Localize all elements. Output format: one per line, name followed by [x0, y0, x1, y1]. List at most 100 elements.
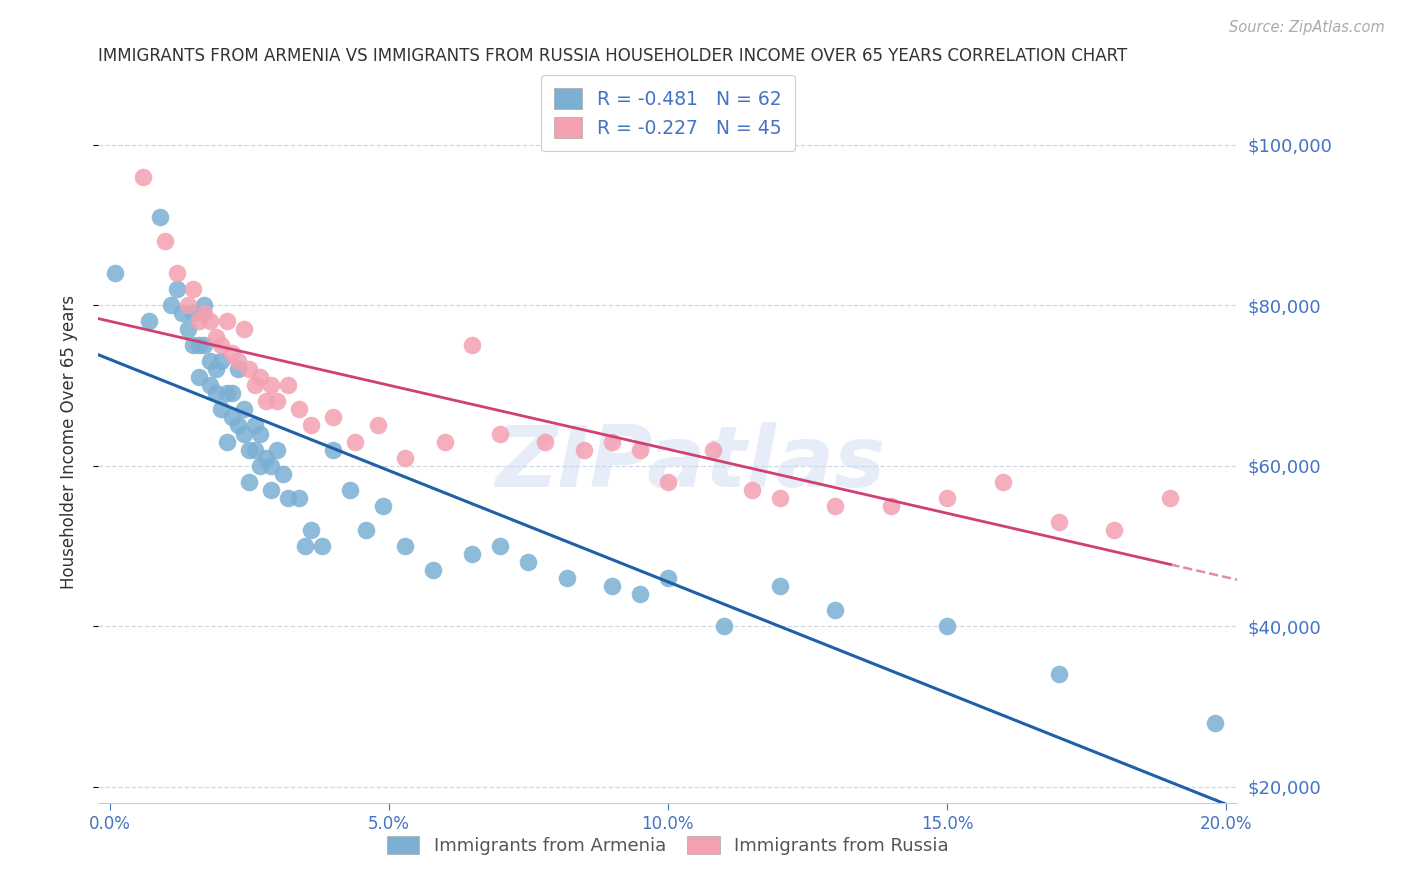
Point [461, 547, 484, 561]
Point [277, 378, 299, 392]
Point [702, 442, 724, 457]
Point [741, 483, 763, 497]
Point [204, 386, 226, 401]
Point [1047, 515, 1070, 529]
Point [517, 555, 540, 569]
Point [557, 571, 579, 585]
Point [193, 338, 215, 352]
Point [489, 539, 512, 553]
Point [193, 298, 215, 312]
Point [824, 603, 846, 617]
Point [104, 266, 127, 280]
Point [187, 314, 209, 328]
Point [209, 338, 232, 352]
Point [187, 338, 209, 352]
Point [132, 169, 155, 184]
Point [266, 442, 288, 457]
Point [344, 434, 367, 449]
Point [1047, 667, 1070, 681]
Point [232, 402, 254, 417]
Point [322, 410, 344, 425]
Text: Source: ZipAtlas.com: Source: ZipAtlas.com [1229, 20, 1385, 35]
Point [260, 483, 283, 497]
Point [226, 354, 249, 368]
Point [367, 418, 389, 433]
Point [713, 619, 735, 633]
Point [243, 378, 266, 392]
Point [1159, 491, 1181, 505]
Point [221, 410, 243, 425]
Point [422, 563, 444, 577]
Point [204, 362, 226, 376]
Point [204, 330, 226, 344]
Point [209, 402, 232, 417]
Point [226, 418, 249, 433]
Point [187, 370, 209, 384]
Point [254, 394, 277, 409]
Point [288, 491, 311, 505]
Point [600, 579, 623, 593]
Point [299, 418, 322, 433]
Point [254, 450, 277, 465]
Point [600, 434, 623, 449]
Point [277, 491, 299, 505]
Point [166, 266, 188, 280]
Point [1104, 523, 1126, 537]
Point [183, 338, 205, 352]
Point [657, 475, 679, 489]
Point [266, 394, 288, 409]
Point [232, 322, 254, 336]
Point [534, 434, 557, 449]
Point [238, 362, 260, 376]
Point [155, 234, 177, 248]
Point [260, 378, 283, 392]
Point [768, 579, 790, 593]
Point [193, 306, 215, 320]
Point [936, 619, 959, 633]
Point [149, 210, 172, 224]
Point [198, 378, 221, 392]
Point [249, 370, 271, 384]
Point [226, 362, 249, 376]
Point [166, 282, 188, 296]
Point [221, 346, 243, 360]
Point [322, 442, 344, 457]
Point [628, 442, 651, 457]
Legend: Immigrants from Armenia, Immigrants from Russia: Immigrants from Armenia, Immigrants from… [375, 825, 960, 866]
Point [198, 314, 221, 328]
Point [177, 298, 200, 312]
Point [260, 458, 283, 473]
Point [936, 491, 959, 505]
Point [572, 442, 595, 457]
Point [288, 402, 311, 417]
Point [461, 338, 484, 352]
Point [394, 450, 416, 465]
Point [991, 475, 1014, 489]
Point [160, 298, 183, 312]
Point [232, 426, 254, 441]
Point [768, 491, 790, 505]
Point [489, 426, 512, 441]
Text: IMMIGRANTS FROM ARMENIA VS IMMIGRANTS FROM RUSSIA HOUSEHOLDER INCOME OVER 65 YEA: IMMIGRANTS FROM ARMENIA VS IMMIGRANTS FR… [98, 47, 1128, 65]
Point [356, 523, 378, 537]
Point [249, 426, 271, 441]
Point [657, 571, 679, 585]
Point [433, 434, 456, 449]
Point [215, 314, 238, 328]
Point [271, 467, 294, 481]
Point [1204, 715, 1226, 730]
Point [209, 354, 232, 368]
Point [177, 322, 200, 336]
Point [215, 386, 238, 401]
Point [243, 418, 266, 433]
Point [299, 523, 322, 537]
Point [198, 354, 221, 368]
Point [394, 539, 416, 553]
Point [221, 386, 243, 401]
Point [628, 587, 651, 601]
Point [311, 539, 333, 553]
Point [138, 314, 160, 328]
Point [183, 306, 205, 320]
Point [172, 306, 194, 320]
Point [238, 442, 260, 457]
